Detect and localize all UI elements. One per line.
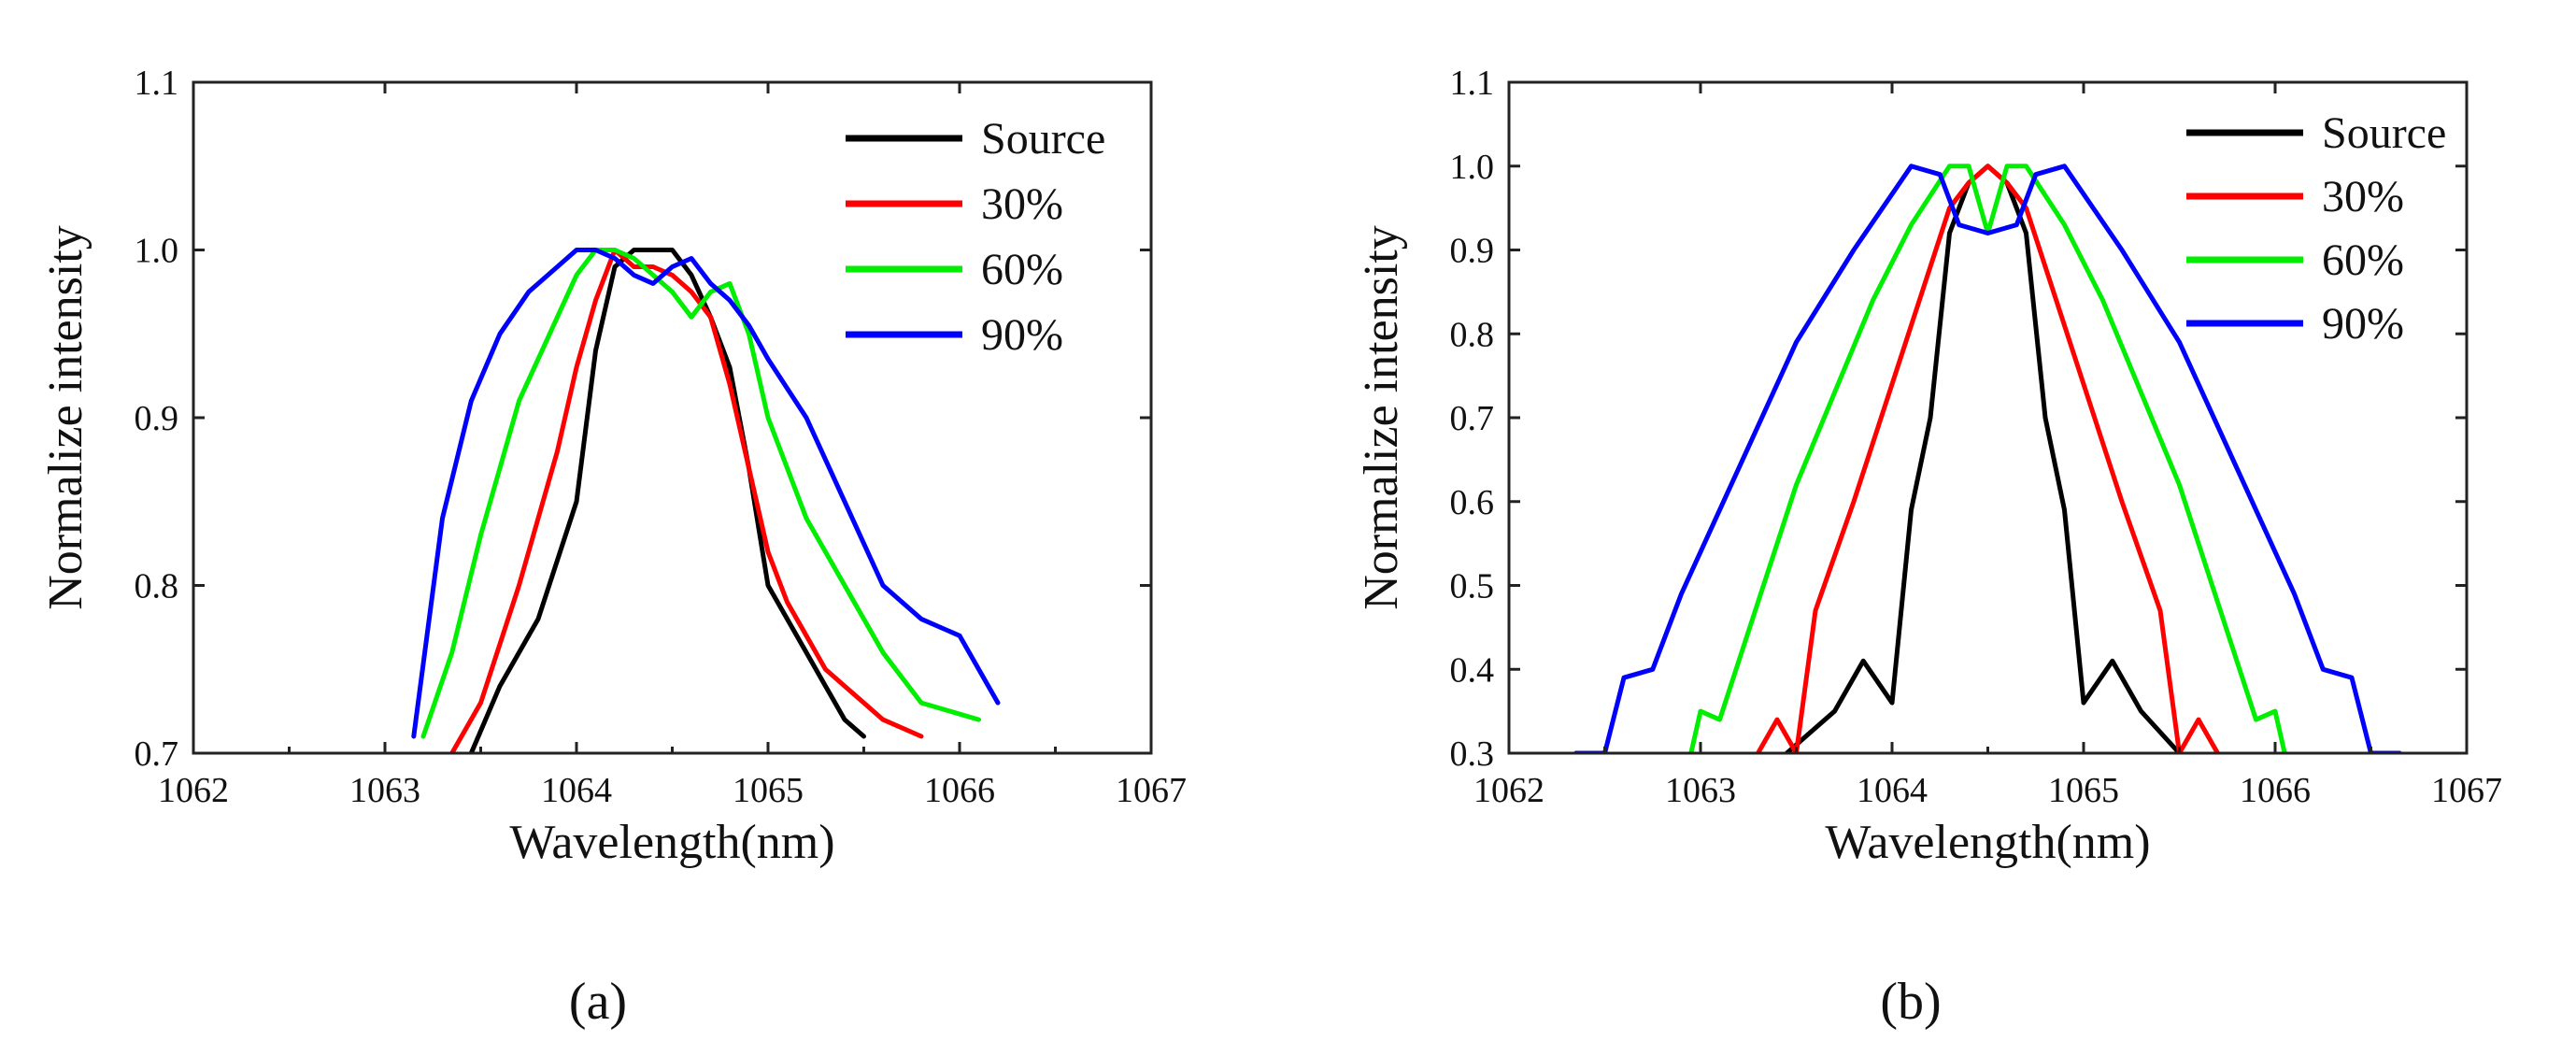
legend-label: 60% (981, 245, 1063, 294)
series-line-60pct (420, 248, 981, 739)
y-tick-label: 1.0 (135, 232, 179, 271)
plot-area (1573, 164, 2402, 753)
chart-panel-a: 1062 1063 1064 1065 1066 1067 0.7 0.8 0.9 1.0 1.1 W… (39, 64, 1187, 1031)
x-axis-title: Wavelength(nm) (509, 816, 834, 869)
legend-label: 30% (981, 179, 1063, 229)
y-axis-title: Normalize intensity (1355, 225, 1408, 610)
plot-area (411, 248, 1001, 753)
y-tick-label: 0.7 (135, 734, 179, 774)
series-line-90pct (1573, 164, 2402, 753)
series-line-30pct (1756, 164, 2220, 753)
y-tick-label: 1.1 (1450, 64, 1495, 103)
x-tick-label: 1065 (733, 771, 804, 810)
x-tick-label: 1067 (2431, 771, 2502, 810)
x-tick-label: 1066 (924, 771, 995, 810)
y-tick-label: 0.5 (1450, 567, 1495, 606)
y-tick-label: 1.0 (1450, 148, 1495, 187)
legend-label: 30% (2322, 172, 2404, 221)
y-tick-label: 0.9 (1450, 232, 1495, 271)
y-tick-label: 0.7 (1450, 399, 1495, 438)
y-tick-label: 0.6 (1450, 483, 1495, 522)
series-line-60pct (1688, 164, 2287, 753)
legend-label: Source (2322, 108, 2446, 158)
legend-label: 60% (2322, 235, 2404, 285)
y-tick-label: 0.4 (1450, 650, 1495, 690)
x-tick-label: 1067 (1116, 771, 1187, 810)
y-tick-label: 0.8 (135, 567, 179, 606)
x-tick-label: 1064 (1857, 771, 1928, 810)
legend: Source 30% 60% 90% (846, 114, 1105, 360)
series-line-30pct (449, 248, 924, 753)
legend: Source 30% 60% 90% (2186, 108, 2446, 349)
x-axis-title: Wavelength(nm) (1825, 816, 2150, 869)
chart-panel-b: 1062 1063 1064 1065 1066 1067 0.3 0.4 0.5 0.6 0.7 0… (1355, 64, 2502, 1031)
x-tick-label: 1064 (541, 771, 612, 810)
y-tick-label: 0.8 (1450, 315, 1495, 354)
y-axis-title: Normalize intensity (39, 225, 93, 610)
legend-label: Source (981, 114, 1105, 164)
series-line-source (468, 248, 866, 753)
x-tick-label: 1065 (2048, 771, 2119, 810)
y-tick-label: 0.3 (1450, 734, 1495, 774)
x-tick-label: 1066 (2240, 771, 2311, 810)
legend-label: 90% (2322, 299, 2404, 349)
x-tick-label: 1063 (1665, 771, 1736, 810)
x-tick-label: 1063 (349, 771, 420, 810)
y-tick-label: 1.1 (135, 64, 179, 103)
panel-caption: (a) (569, 973, 627, 1031)
panel-caption: (b) (1880, 973, 1941, 1031)
series-line-90pct (411, 248, 1001, 739)
y-tick-label: 0.9 (135, 399, 179, 438)
legend-label: 90% (981, 310, 1063, 360)
x-tick-label: 1062 (1473, 771, 1544, 810)
x-tick-label: 1062 (158, 771, 229, 810)
